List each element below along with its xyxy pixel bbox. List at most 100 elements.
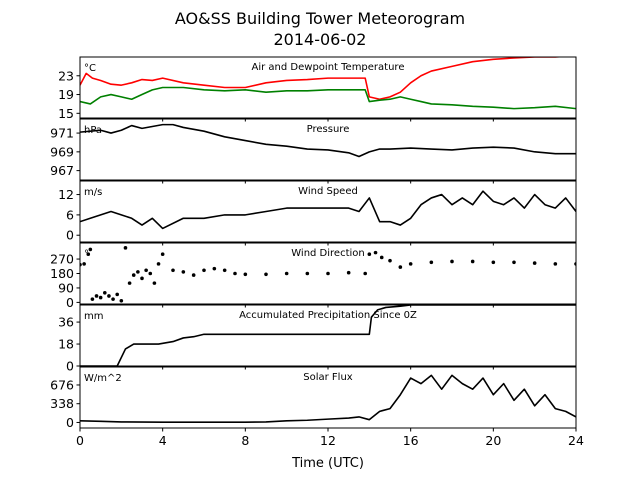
data-point [156, 262, 161, 266]
panel-unit-label: ° [84, 249, 89, 260]
data-point [123, 246, 128, 250]
data-point [144, 268, 148, 273]
data-point [152, 281, 157, 285]
x-axis: 0 4 8 12 16 20 24 [76, 433, 584, 448]
y-tick-label: 180 [50, 266, 74, 281]
data-point [264, 272, 268, 277]
data-point [243, 272, 248, 277]
x-tick-label: 0 [76, 433, 84, 448]
y-tick-label: 0 [66, 359, 74, 374]
data-point [367, 252, 372, 257]
y-tick-label: 6 [66, 207, 74, 222]
panel-2: 967 969 971 hPa Pressure [50, 118, 577, 184]
y-tick-label: 676 [50, 377, 74, 392]
data-point [94, 294, 99, 298]
panel-title: Air and Dewpoint Temperature [252, 62, 405, 73]
y-tick-label: 0 [66, 228, 74, 243]
data-point [127, 281, 132, 285]
y-tick-label: 967 [50, 163, 74, 178]
x-tick-label: 20 [485, 433, 501, 448]
y-tick-label: 971 [50, 126, 74, 141]
data-point [363, 271, 368, 276]
panel-title: Pressure [307, 124, 350, 135]
panel-title: Wind Speed [298, 186, 358, 197]
data-point [171, 268, 175, 273]
data-point [470, 259, 475, 264]
y-tick-label: 969 [50, 144, 74, 159]
data-point [532, 261, 537, 265]
data-point [103, 290, 107, 295]
data-point [491, 260, 496, 265]
panel-1: 15 19 23 °C Air and Dewpoint Temperature [58, 56, 577, 122]
data-point [107, 294, 111, 298]
y-tick-label: 270 [50, 252, 74, 267]
data-point [86, 252, 91, 257]
data-point [450, 259, 454, 264]
data-point [305, 271, 310, 276]
figure-title-line2: 2014-06-02 [274, 30, 367, 49]
y-tick-label: 19 [58, 87, 74, 102]
data-point [233, 271, 237, 276]
x-tick-label: 8 [241, 433, 249, 448]
data-point [373, 250, 378, 255]
data-point [148, 271, 153, 276]
data-point [429, 260, 434, 265]
panel-unit-label: mm [84, 311, 103, 322]
y-tick-label: 0 [66, 295, 74, 310]
data-point [379, 255, 384, 260]
x-tick-label: 12 [320, 433, 336, 448]
series-line-1 [80, 123, 576, 158]
y-tick-label: 36 [58, 315, 74, 330]
data-point [82, 262, 86, 266]
data-point [388, 258, 392, 263]
panel-unit-label: hPa [84, 125, 102, 136]
series-line-1 [80, 374, 576, 423]
data-point [398, 265, 403, 269]
data-point [131, 273, 136, 277]
data-point [202, 268, 206, 273]
panel-unit-label: m/s [84, 187, 102, 198]
data-point [115, 292, 119, 297]
y-tick-label: 90 [58, 280, 74, 295]
y-tick-label: 338 [50, 396, 74, 411]
data-point [119, 298, 124, 303]
data-point [98, 295, 103, 300]
x-axis-label: Time (UTC) [291, 456, 364, 471]
y-tick-label: 0 [66, 415, 74, 430]
data-point [136, 270, 140, 274]
data-point [191, 273, 196, 277]
data-point [553, 262, 558, 266]
figure-title-line1: AO&SS Building Tower Meteorogram [175, 9, 465, 28]
x-tick-label: 24 [568, 433, 584, 448]
panel-5: 0 18 36 mm Accumulated Precipitation Since 0… [58, 304, 577, 374]
series-line-1 [80, 57, 568, 101]
panel-6: 0 338 676 W/m^2 Solar Flux [50, 366, 577, 432]
panel-title: Accumulated Precipitation Since 0Z [239, 310, 417, 321]
data-point [284, 271, 289, 276]
series-line-1 [80, 190, 576, 230]
panel-title: Wind Direction [291, 248, 365, 259]
x-tick-label: 4 [159, 433, 167, 448]
panel-3: 0 6 12 m/s Wind Speed [58, 180, 577, 246]
y-tick-label: 18 [58, 337, 74, 352]
panel-unit-label: W/m^2 [84, 373, 122, 384]
data-point [160, 252, 165, 257]
data-point [88, 247, 93, 252]
x-tick-label: 16 [403, 433, 419, 448]
data-point [512, 260, 516, 265]
panel-title: Solar Flux [303, 372, 353, 383]
data-point [408, 262, 413, 266]
data-point [90, 297, 95, 301]
y-tick-label: 12 [58, 187, 74, 202]
data-point [212, 266, 217, 271]
data-point [222, 268, 227, 273]
data-point [326, 271, 330, 276]
data-point [346, 270, 351, 275]
y-tick-label: 23 [58, 68, 74, 83]
data-point [140, 276, 144, 281]
y-tick-label: 15 [58, 106, 74, 121]
series-line-2 [80, 86, 576, 110]
